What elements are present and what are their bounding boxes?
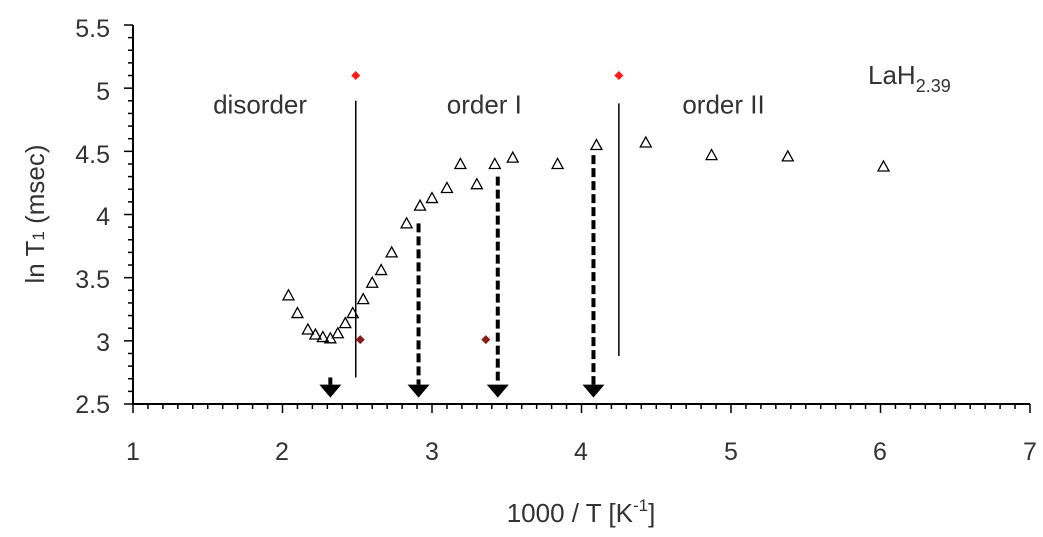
triangle-point [365,275,379,288]
triangle-point [506,150,520,163]
triangle-point [290,306,305,319]
x-axis-labels: 1 2 3 4 5 6 7 [126,438,1037,466]
y-tick-label: 2.5 [75,391,110,419]
triangle-point [488,157,502,170]
y-axis-title: ln T1 (msec) [20,144,50,283]
dark-diamond-point [355,335,365,345]
x-tick-label: 7 [1023,438,1037,466]
annotation-order-i: order I [447,89,522,119]
triangle-point [413,198,427,211]
triangle-point [308,327,322,340]
sample-label-base: LaH [868,60,916,90]
triangle-point [639,135,653,148]
x-tick-label: 3 [425,438,439,466]
triangle-point [781,149,795,162]
arrow-head [319,384,342,398]
triangle-point [316,330,330,343]
dark-diamond-point [481,335,491,345]
annotation-disorder: disorder [213,89,307,119]
triangle-point [301,322,315,335]
x-tick-label: 1 [126,438,140,466]
x-tick-label: 6 [873,438,887,466]
y-tick-label: 5.5 [75,15,110,43]
triangle-point [338,316,352,329]
arrows [319,155,605,398]
red-diamond-point [614,71,624,81]
y-axis-title-suffix: (msec) [20,144,50,231]
arrow-head [407,384,430,398]
triangle-point [704,148,719,161]
y-axis-title-subscript: 1 [29,231,48,240]
triangle-point [331,326,345,339]
triangle-point [356,292,370,305]
y-tick-label: 3.5 [75,266,110,294]
triangle-point [876,159,891,172]
sample-label: LaH2.39 [868,60,951,96]
y-axis-title-main: ln T [20,241,50,284]
data-points [281,71,891,345]
y-tick-label: 5 [96,78,110,106]
y-tick-label: 4 [96,203,110,231]
arrow-head [582,384,605,398]
red-diamond-point [351,71,361,81]
x-axis-title-superscript: -1 [633,496,648,515]
sample-label-subscript: 2.39 [916,76,951,96]
x-tick-label: 2 [275,438,289,466]
triangle-point [550,157,565,170]
x-tick-label: 4 [574,438,588,466]
x-tick-label: 5 [724,438,738,466]
triangle-point [425,191,439,204]
y-tick-label: 4.5 [75,141,110,169]
triangle-point [453,157,468,170]
x-axis-title: 1000 / T [K-1] [507,496,656,528]
triangle-point [374,263,388,276]
triangle-point [399,216,414,229]
region-annotations: disorder order I order II [213,89,765,119]
triangle-point [346,306,360,319]
y-axis-labels: 2.5 3 3.5 4 4.5 5 5.5 [75,15,110,419]
y-tick-label: 3 [96,329,110,357]
annotation-order-ii: order II [682,89,764,119]
phase-boundaries [355,100,620,378]
triangle-point [440,181,454,194]
triangle-point [470,177,484,190]
ticks [124,24,1031,413]
x-axis-title-main: 1000 / T [K [507,498,634,528]
triangle-point [281,288,296,301]
triangle-point [385,245,399,258]
x-axis-title-suffix: ] [648,498,655,528]
triangle-point [589,138,604,151]
arrow-head [486,384,509,398]
